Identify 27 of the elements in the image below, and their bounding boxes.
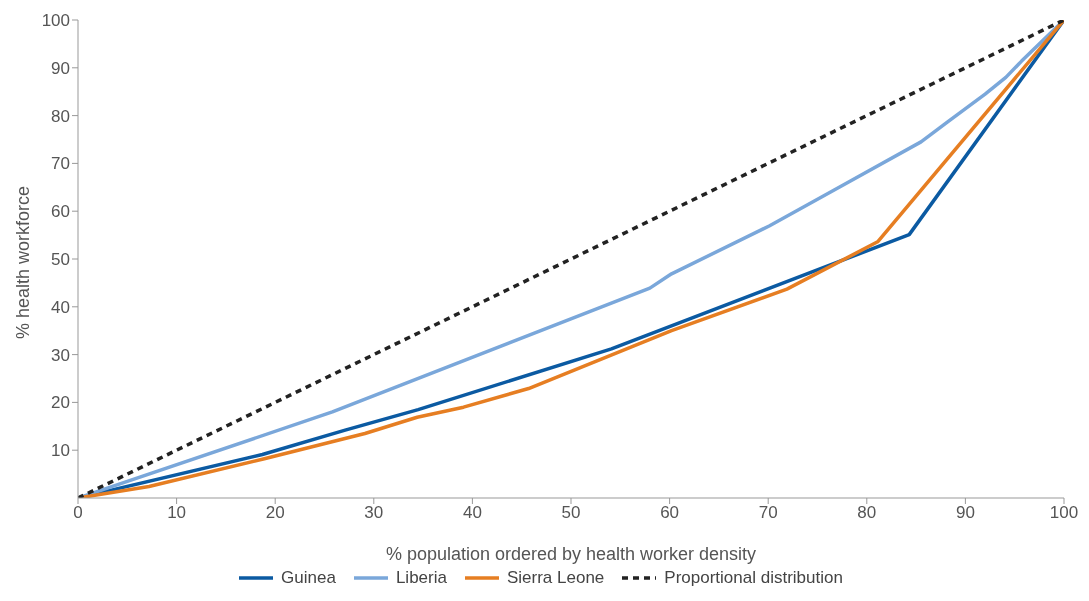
y-tick-label: 100 [41, 11, 70, 31]
y-tick-label: 50 [51, 250, 70, 270]
x-tick-label: 0 [73, 503, 83, 523]
x-tick-label: 70 [758, 503, 778, 523]
legend-label: Proportional distribution [664, 568, 843, 588]
x-axis-title: % population ordered by health worker density [385, 544, 757, 564]
y-axis-title: % health workforce [13, 185, 34, 339]
y-tick-label: 90 [51, 58, 70, 78]
x-tick-label: 20 [265, 503, 285, 523]
x-tick-label: 80 [857, 503, 877, 523]
x-tick-label: 40 [462, 503, 482, 523]
x-tick-label: 30 [364, 503, 384, 523]
y-tick-label: 60 [51, 202, 70, 222]
legend-label: Liberia [395, 568, 447, 588]
legend-label: Guinea [281, 568, 336, 588]
y-tick-label: 70 [51, 154, 70, 174]
y-tick-label: 40 [51, 297, 70, 317]
y-tick-label: 20 [51, 393, 70, 413]
x-tick-label: 10 [167, 503, 187, 523]
x-tick-label: 60 [660, 503, 680, 523]
x-tick-label: 50 [561, 503, 581, 523]
x-tick-label: 100 [1049, 503, 1079, 523]
y-tick-label: 80 [51, 106, 70, 126]
y-tick-label: 10 [51, 441, 70, 461]
legend-label: Sierra Leone [506, 568, 605, 588]
y-tick-label: 30 [51, 345, 70, 365]
x-tick-label: 90 [955, 503, 975, 523]
